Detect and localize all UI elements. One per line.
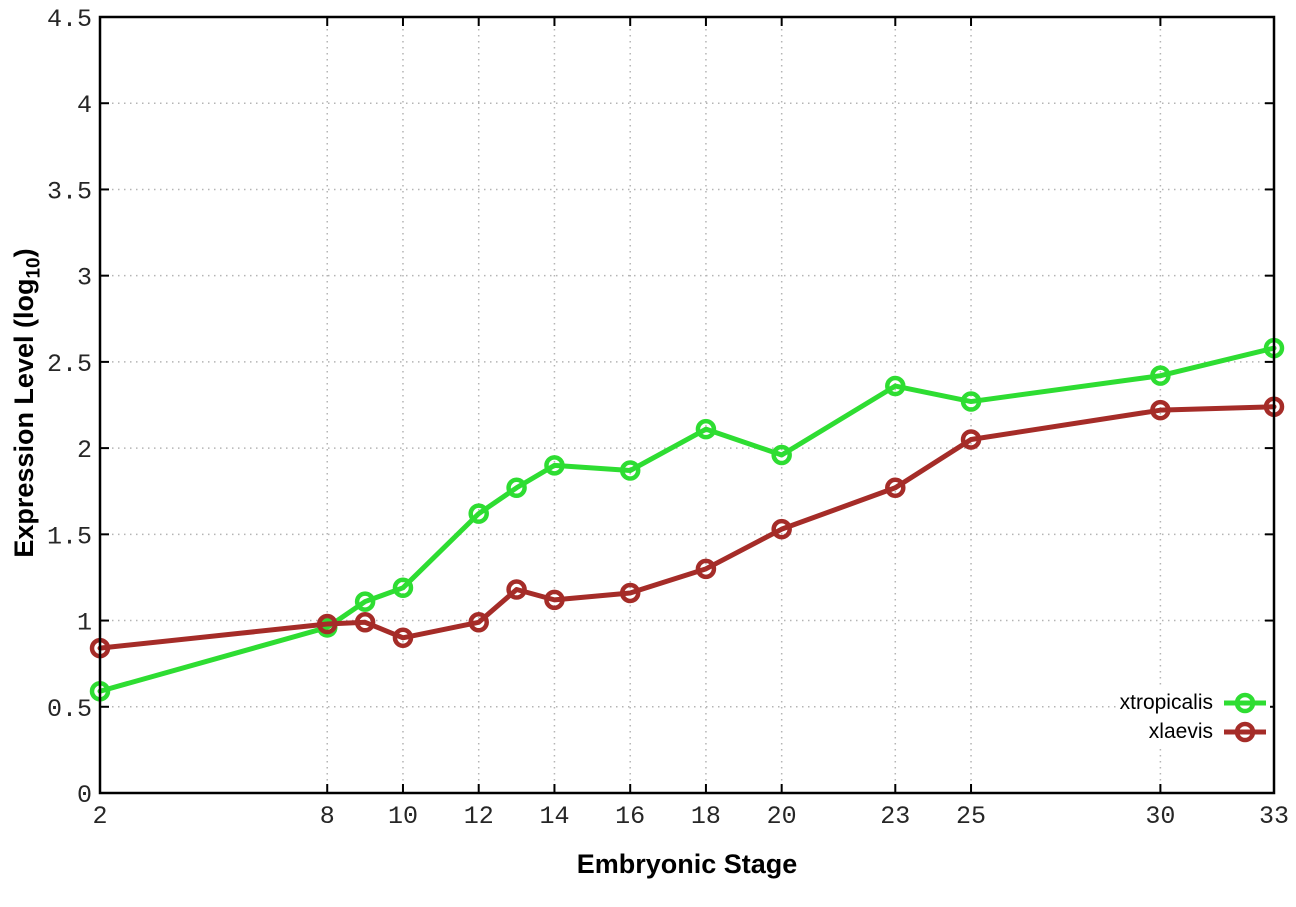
x-tick-label: 16	[615, 802, 645, 831]
data-point-xlaevis	[695, 558, 717, 580]
data-point-xlaevis	[544, 589, 565, 611]
data-point-xtropicalis	[619, 460, 641, 481]
legend-marker-xtropicalis	[1224, 692, 1266, 713]
data-point-xtropicalis	[468, 503, 489, 524]
x-tick-label: 20	[767, 802, 797, 831]
data-point-xtropicalis	[544, 455, 565, 476]
x-tick-label: 8	[320, 802, 335, 831]
y-tick-label: 4	[77, 91, 92, 120]
y-axis-title-suffix: )	[9, 248, 39, 258]
y-tick-label: 0.5	[47, 695, 92, 724]
data-point-xlaevis	[392, 627, 414, 649]
x-tick-label: 12	[464, 802, 494, 831]
x-tick-label: 30	[1145, 802, 1175, 831]
data-point-xlaevis	[354, 612, 376, 633]
data-point-xtropicalis	[1150, 365, 1171, 386]
data-point-xtropicalis	[506, 477, 527, 499]
data-point-xtropicalis	[885, 375, 906, 397]
legend-entry-xlaevis: xlaevis	[1120, 717, 1268, 746]
data-point-xlaevis	[1150, 399, 1171, 421]
plot-border	[98, 15, 1276, 795]
x-tick-label: 25	[956, 802, 986, 831]
legend-label-xlaevis: xlaevis	[1148, 719, 1213, 743]
y-tick-label: 2	[77, 436, 92, 465]
legend: xtropicalis xlaevis	[1117, 687, 1270, 747]
series-line-xlaevis	[97, 404, 1277, 651]
data-point-xtropicalis	[354, 591, 376, 612]
x-tick-label: 33	[1259, 802, 1289, 831]
data-point-xtropicalis	[695, 418, 717, 440]
y-axis-title: Expression Level (log10)	[0, 53, 48, 753]
x-tick-label: 23	[880, 802, 910, 831]
legend-marker-xlaevis	[1224, 721, 1266, 742]
y-tick-label: 4.5	[47, 5, 92, 34]
data-point-xlaevis	[316, 613, 338, 635]
y-tick-label: 0	[77, 781, 92, 810]
x-tick-label: 10	[388, 802, 418, 831]
data-point-xlaevis	[771, 518, 792, 540]
data-point-xtropicalis	[771, 444, 792, 466]
legend-label-xtropicalis: xtropicalis	[1119, 690, 1213, 714]
legend-entry-xtropicalis: xtropicalis	[1120, 688, 1268, 717]
y-tick-label: 2.5	[47, 350, 92, 379]
data-point-xlaevis	[506, 579, 527, 600]
data-point-xlaevis	[885, 477, 906, 499]
y-tick-label: 3	[77, 264, 92, 293]
x-tick-label: 18	[691, 802, 721, 831]
x-tick-label: 14	[539, 802, 569, 831]
y-tick-label: 1.5	[47, 522, 92, 551]
y-axis-title-subscript: 10	[23, 257, 45, 279]
data-point-xtropicalis	[960, 391, 982, 412]
data-point-xlaevis	[619, 582, 641, 604]
data-point-xlaevis	[960, 429, 982, 450]
data-point-xlaevis	[468, 612, 489, 633]
y-tick-label: 1	[77, 609, 92, 638]
x-tick-label: 2	[92, 802, 107, 831]
y-tick-label: 3.5	[47, 177, 92, 206]
y-axis-title-text: Expression Level (log	[9, 278, 39, 558]
series-line-xtropicalis	[97, 345, 1277, 694]
x-axis-title: Embryonic Stage	[576, 849, 798, 879]
data-point-xtropicalis	[392, 577, 414, 599]
